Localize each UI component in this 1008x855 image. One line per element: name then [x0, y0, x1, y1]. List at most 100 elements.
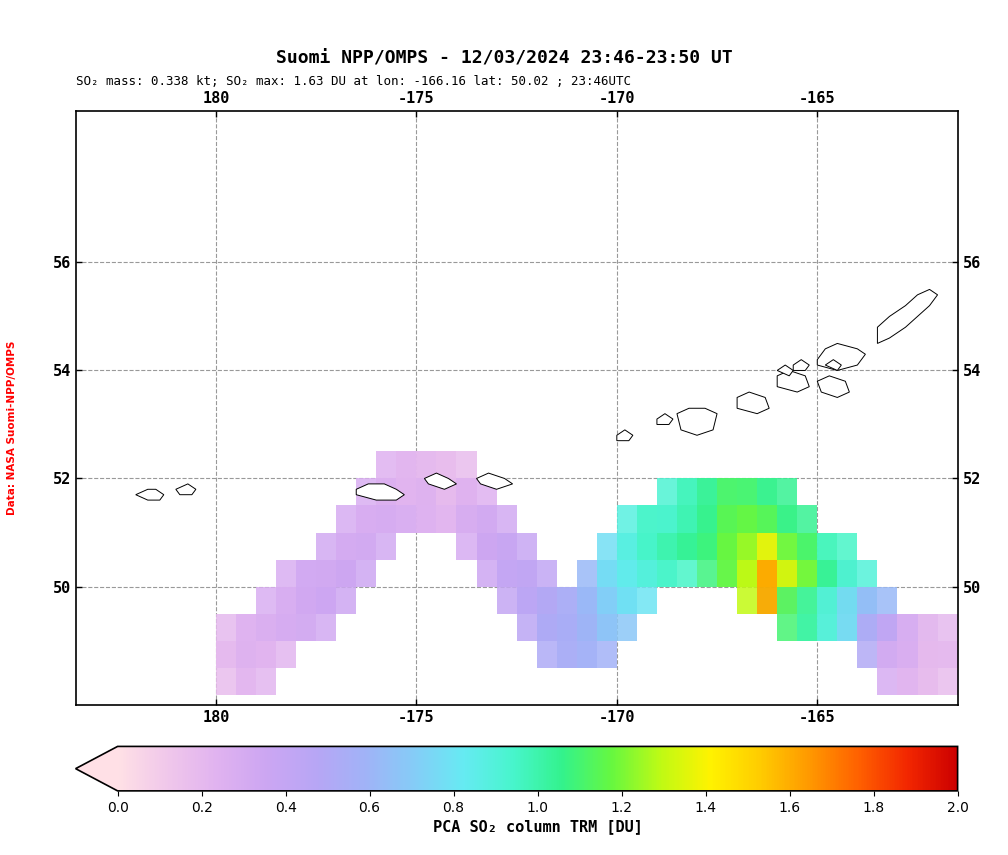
Bar	[697, 479, 737, 533]
Bar	[276, 587, 317, 640]
Bar	[858, 587, 897, 640]
Bar	[536, 587, 577, 640]
Bar	[657, 479, 697, 533]
Polygon shape	[877, 289, 937, 344]
Polygon shape	[817, 344, 866, 370]
Bar	[256, 587, 296, 640]
Bar	[216, 614, 256, 668]
Bar	[617, 505, 657, 559]
Bar	[276, 559, 317, 614]
Polygon shape	[737, 392, 769, 414]
Bar	[657, 505, 697, 559]
Bar	[457, 505, 497, 559]
Bar	[577, 587, 617, 640]
Bar	[556, 587, 597, 640]
Bar	[917, 614, 958, 668]
Bar	[757, 533, 797, 587]
X-axis label: PCA SO₂ column TRM [DU]: PCA SO₂ column TRM [DU]	[432, 819, 642, 834]
Polygon shape	[175, 484, 196, 495]
Bar	[436, 451, 477, 505]
Bar	[577, 559, 617, 614]
Bar	[717, 479, 757, 533]
Text: Data: NASA Suomi-NPP/OMPS: Data: NASA Suomi-NPP/OMPS	[7, 340, 17, 515]
Bar	[757, 505, 797, 559]
Bar	[416, 451, 457, 505]
Polygon shape	[477, 473, 513, 489]
Bar	[777, 533, 817, 587]
Bar	[777, 587, 817, 640]
Bar	[737, 533, 777, 587]
Polygon shape	[356, 484, 404, 500]
Bar	[396, 479, 436, 533]
Polygon shape	[817, 376, 850, 398]
Polygon shape	[424, 473, 457, 489]
Bar	[877, 640, 917, 694]
Bar	[917, 640, 958, 694]
Bar	[697, 505, 737, 559]
Bar	[737, 559, 777, 614]
Bar	[737, 479, 777, 533]
Bar	[897, 640, 937, 694]
Bar	[777, 505, 817, 559]
Bar	[617, 533, 657, 587]
Bar	[296, 587, 337, 640]
Bar	[477, 533, 516, 587]
Bar	[216, 640, 256, 694]
Bar	[376, 451, 416, 505]
Bar	[717, 505, 757, 559]
Bar	[497, 533, 536, 587]
Bar	[817, 559, 858, 614]
Bar	[597, 587, 637, 640]
Bar	[477, 505, 516, 559]
Bar	[236, 640, 276, 694]
Polygon shape	[777, 370, 809, 392]
Bar	[697, 533, 737, 587]
Bar	[296, 559, 337, 614]
Bar	[858, 614, 897, 668]
Bar	[657, 533, 697, 587]
Bar	[376, 479, 416, 533]
Bar	[797, 533, 838, 587]
Bar	[757, 479, 797, 533]
Bar	[556, 614, 597, 668]
Bar	[577, 614, 617, 668]
Bar	[797, 587, 838, 640]
Bar	[617, 559, 657, 614]
Bar	[637, 533, 677, 587]
Bar	[497, 559, 536, 614]
Polygon shape	[617, 430, 633, 440]
Bar	[317, 533, 356, 587]
Bar	[677, 505, 717, 559]
Bar	[838, 559, 877, 614]
Bar	[317, 559, 356, 614]
Text: SO₂ mass: 0.338 kt; SO₂ max: 1.63 DU at lon: -166.16 lat: 50.02 ; 23:46UTC: SO₂ mass: 0.338 kt; SO₂ max: 1.63 DU at …	[76, 75, 631, 88]
Bar	[737, 505, 777, 559]
Bar	[337, 505, 376, 559]
Bar	[457, 479, 497, 533]
Bar	[817, 533, 858, 587]
Polygon shape	[657, 414, 673, 424]
Bar	[717, 533, 757, 587]
Bar	[356, 505, 396, 559]
Bar	[877, 614, 917, 668]
Bar	[677, 479, 717, 533]
Bar	[416, 479, 457, 533]
Bar	[637, 505, 677, 559]
Bar	[817, 587, 858, 640]
Bar	[777, 559, 817, 614]
Bar	[597, 533, 637, 587]
Bar	[436, 479, 477, 533]
Polygon shape	[793, 360, 809, 370]
Bar	[337, 533, 376, 587]
Polygon shape	[777, 365, 793, 376]
Bar	[516, 559, 556, 614]
Bar	[757, 559, 797, 614]
Bar	[797, 559, 838, 614]
Polygon shape	[677, 409, 717, 435]
Bar	[597, 559, 637, 614]
Polygon shape	[136, 489, 163, 500]
Bar	[516, 587, 556, 640]
Polygon shape	[826, 360, 842, 370]
Bar	[356, 479, 396, 533]
Text: Suomi NPP/OMPS - 12/03/2024 23:46-23:50 UT: Suomi NPP/OMPS - 12/03/2024 23:46-23:50 …	[275, 50, 733, 68]
